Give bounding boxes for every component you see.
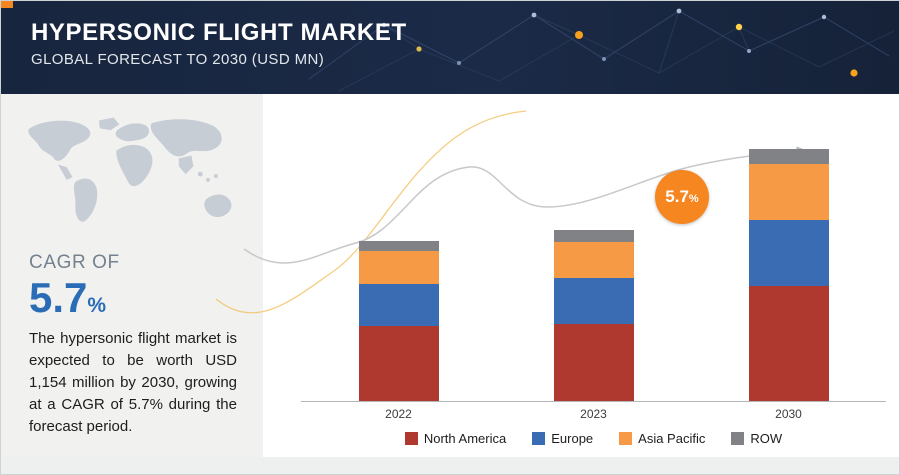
- legend-item: Europe: [532, 431, 593, 446]
- x-axis-label: 2023: [580, 407, 607, 421]
- bar-segment-north-america: [748, 286, 829, 401]
- legend: North America Europe Asia Pacific ROW: [301, 431, 886, 446]
- bar-segment-north-america: [553, 323, 634, 401]
- network-decoration-icon: [308, 8, 895, 92]
- legend-swatch: [619, 432, 633, 445]
- legend-swatch: [532, 432, 546, 445]
- orange-corner-accent: [1, 1, 13, 8]
- x-axis-labels: 2022 2023 2030: [301, 407, 886, 421]
- cagr-label: CAGR OF: [29, 252, 120, 273]
- legend-label: Asia Pacific: [638, 431, 706, 446]
- legend-label: North America: [423, 431, 507, 446]
- bar-segment-europe: [358, 284, 439, 326]
- bar-segment-row: [748, 149, 829, 164]
- x-axis-label: 2030: [775, 407, 802, 421]
- stacked-bar-2023: [553, 229, 634, 401]
- stacked-bar-2030: [748, 149, 829, 401]
- bar-segment-row: [358, 240, 439, 252]
- bar-segment-europe: [553, 277, 634, 324]
- legend-item: ROW: [731, 431, 782, 446]
- callout-number: 5.7: [665, 187, 689, 206]
- cagr-callout-badge: 5.7%: [655, 170, 709, 224]
- legend-swatch: [404, 432, 418, 445]
- world-map-icon: [15, 110, 249, 244]
- callout-percent-sign: %: [688, 192, 699, 205]
- bars: [301, 121, 886, 402]
- market-summary-text: The hypersonic flight market is expected…: [29, 330, 237, 436]
- footer-strip: [1, 457, 899, 474]
- bar-segment-north-america: [358, 325, 439, 401]
- cagr-number: 5.7: [29, 274, 88, 321]
- bar-segment-asia-pacific: [553, 241, 634, 278]
- legend-swatch: [731, 432, 745, 445]
- x-axis-label: 2022: [385, 407, 412, 421]
- cagr-percent-sign: %: [87, 294, 107, 317]
- header-banner: HYPERSONIC FLIGHT MARKET GLOBAL FORECAST…: [1, 1, 899, 94]
- bar-segment-asia-pacific: [358, 251, 439, 285]
- stacked-bar-2022: [358, 240, 439, 401]
- cagr-value: 5.7%: [29, 274, 106, 322]
- page-title: HYPERSONIC FLIGHT MARKET: [31, 19, 407, 46]
- bar-segment-europe: [748, 219, 829, 287]
- legend-item: Asia Pacific: [619, 431, 705, 446]
- legend-label: Europe: [551, 431, 594, 446]
- page-subtitle: GLOBAL FORECAST TO 2030 (USD MN): [31, 51, 325, 68]
- legend-item: North America: [404, 431, 507, 446]
- summary-sidebar: CAGR OF 5.7% The hypersonic flight marke…: [1, 94, 263, 459]
- bar-segment-row: [553, 229, 634, 242]
- legend-label: ROW: [750, 431, 783, 446]
- bar-segment-asia-pacific: [748, 163, 829, 220]
